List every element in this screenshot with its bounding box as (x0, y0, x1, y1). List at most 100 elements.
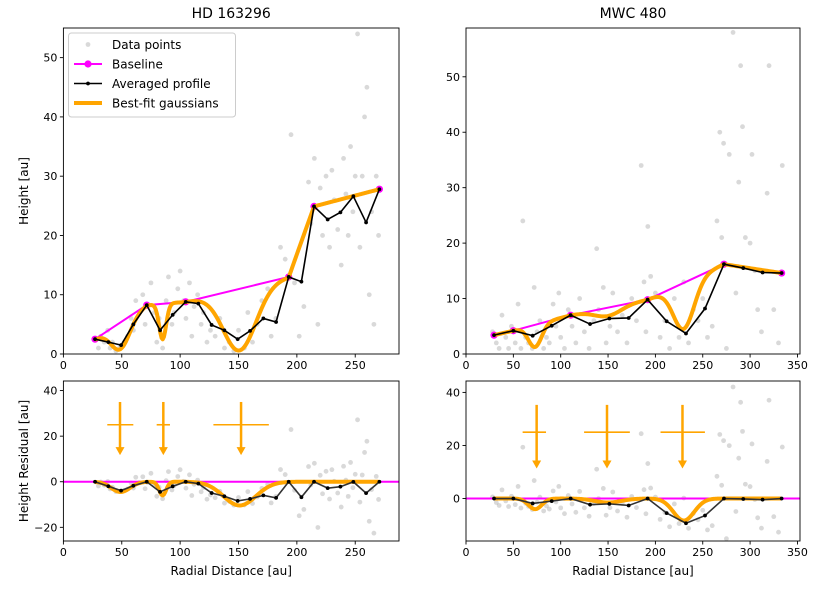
data-point (371, 321, 377, 327)
legend: Data points Baseline Averaged profile Best-… (68, 32, 236, 118)
averaged-profile-marker (568, 496, 573, 501)
averaged-profile-marker (549, 499, 554, 504)
data-point (565, 307, 571, 313)
data-point (573, 509, 579, 515)
legend-baseline-marker-icon (84, 60, 92, 68)
data-point (657, 334, 663, 340)
data-point (320, 233, 325, 238)
data-point (779, 444, 785, 450)
data-point (603, 512, 609, 518)
x-tick-label: 100 (170, 359, 191, 372)
averaged-profile-marker (248, 328, 252, 333)
data-point (667, 346, 673, 351)
data-point (638, 431, 644, 437)
data-point (686, 340, 691, 346)
gaussian-fit-line (492, 262, 783, 350)
y-tick-label: 40 (446, 126, 460, 139)
legend-data-points-icon (85, 42, 91, 47)
legend-label: Data points (112, 38, 181, 52)
data-point (634, 505, 639, 510)
data-point (600, 285, 606, 290)
data-point (740, 428, 745, 434)
data-point (169, 321, 175, 327)
data-point (577, 489, 583, 494)
averaged-profile-marker (222, 328, 227, 333)
data-point (499, 312, 505, 318)
data-point (648, 273, 654, 279)
x-tick-label: 200 (286, 546, 307, 559)
data-point (607, 323, 613, 329)
y-axis-label: Height [au] (17, 157, 31, 225)
averaged-profile-marker (530, 333, 535, 338)
data-point (733, 290, 739, 296)
data-point (594, 246, 600, 252)
data-point (747, 484, 753, 489)
x-tick-label: 100 (550, 359, 571, 372)
y-tick-label: 40 (43, 111, 57, 124)
data-point (212, 333, 218, 339)
data-point (296, 513, 302, 519)
averaged-profile-marker (530, 501, 535, 506)
data-point (641, 279, 647, 285)
averaged-profile-marker (93, 337, 97, 342)
data-point (742, 481, 748, 487)
averaged-profile-marker (645, 496, 650, 501)
averaged-profile-marker (338, 210, 343, 215)
data-point (730, 30, 736, 35)
plot-area (63, 401, 399, 536)
x-tick-label: 150 (228, 546, 249, 559)
averaged-profile-marker (779, 496, 784, 501)
data-point (717, 129, 723, 135)
averaged-profile-marker (170, 484, 175, 489)
averaged-profile-marker (741, 497, 746, 501)
data-point (166, 274, 171, 280)
data-point (140, 474, 146, 480)
data-point (641, 487, 647, 493)
x-tick-label: 50 (506, 546, 520, 559)
averaged-profile-marker (209, 491, 214, 495)
data-point (268, 500, 274, 506)
data-point (742, 235, 748, 240)
data-point (515, 301, 521, 307)
axes-frame (62, 27, 400, 355)
data-point (195, 292, 201, 298)
data-point (311, 156, 317, 161)
data-point (343, 191, 349, 197)
averaged-profile-marker (338, 484, 343, 489)
x-tick-label: 150 (598, 359, 619, 372)
data-point (282, 472, 288, 477)
y-tick-label: 40 (446, 386, 460, 399)
averaged-profile-marker (158, 328, 162, 333)
averaged-profile-marker (274, 495, 278, 500)
data-point (619, 312, 625, 318)
y-tick-label: 0 (453, 348, 460, 361)
averaged-profile-marker (588, 502, 592, 507)
panel-mwc_top: 0 50 100 150 200 250 300 350 0 10 20 30 40 50 MWC 480 (446, 6, 808, 372)
data-point (506, 504, 512, 509)
x-tick-label: 250 (345, 546, 366, 559)
data-point (187, 280, 192, 286)
data-point (749, 152, 755, 157)
data-point (776, 340, 781, 346)
axes-frame (62, 380, 400, 542)
panel-title: HD 163296 (192, 6, 271, 22)
averaged-profile-marker (261, 316, 266, 321)
data-point (268, 333, 274, 339)
data-point (714, 218, 720, 224)
averaged-profile-marker (722, 496, 726, 501)
averaged-profile-marker (760, 270, 765, 275)
averaged-profile-marker (93, 479, 97, 484)
data-point (556, 483, 562, 489)
data-point (615, 329, 620, 335)
averaged-profile-marker (144, 479, 149, 484)
data-point (160, 496, 166, 502)
x-tick-label: 350 (787, 359, 808, 372)
data-point (364, 84, 370, 90)
gap-arrow-head-icon (532, 460, 542, 469)
data-point (341, 156, 346, 161)
data-point (352, 173, 358, 179)
data-point (512, 502, 518, 508)
x-tick-label: 150 (228, 359, 249, 372)
averaged-profile-marker (299, 495, 304, 500)
